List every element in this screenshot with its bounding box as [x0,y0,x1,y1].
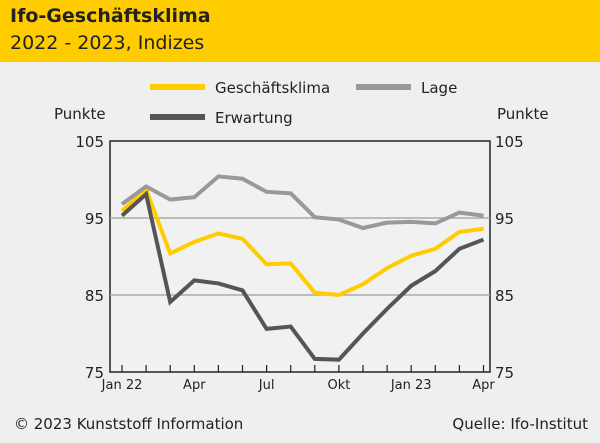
y-axis-label-right: Punkte [497,105,549,123]
y-tick-label-right: 85 [495,287,514,305]
plot-area [109,140,491,373]
x-tick-label: Jan 23 [390,378,432,393]
y-tick-label-right: 105 [495,133,524,151]
y-tick-label-left: 85 [85,287,104,305]
copyright: © 2023 Kunststoff Information [14,415,244,433]
y-axis-label-left: Punkte [54,105,106,123]
x-tick-label: Okt [327,378,350,393]
x-tick-label: Jul [258,378,275,393]
series-line-erwartung [120,190,485,362]
series-line-geschäftsklima [120,186,484,298]
x-tick-label: Apr [472,378,495,393]
y-tick-label-left: 105 [75,133,104,151]
y-tick-label-right: 95 [495,210,514,228]
chart-title: Ifo-Geschäftsklima [10,5,211,27]
legend-label: Lage [421,79,457,97]
chart-subtitle: 2022 - 2023, Indizes [10,32,205,54]
series-line-lage [120,174,484,231]
x-tick-label: Jan 22 [101,378,143,393]
y-tick-label-left: 75 [85,364,104,382]
y-tick-label-left: 95 [85,210,104,228]
x-tick-label: Apr [183,378,206,393]
header-band: Ifo-Geschäftsklima 2022 - 2023, Indizes [0,0,600,62]
legend-label: Geschäftsklima [215,79,330,97]
y-tick-label-right: 75 [495,364,514,382]
source: Quelle: Ifo-Institut [452,415,588,433]
legend-label: Erwartung [215,109,293,127]
